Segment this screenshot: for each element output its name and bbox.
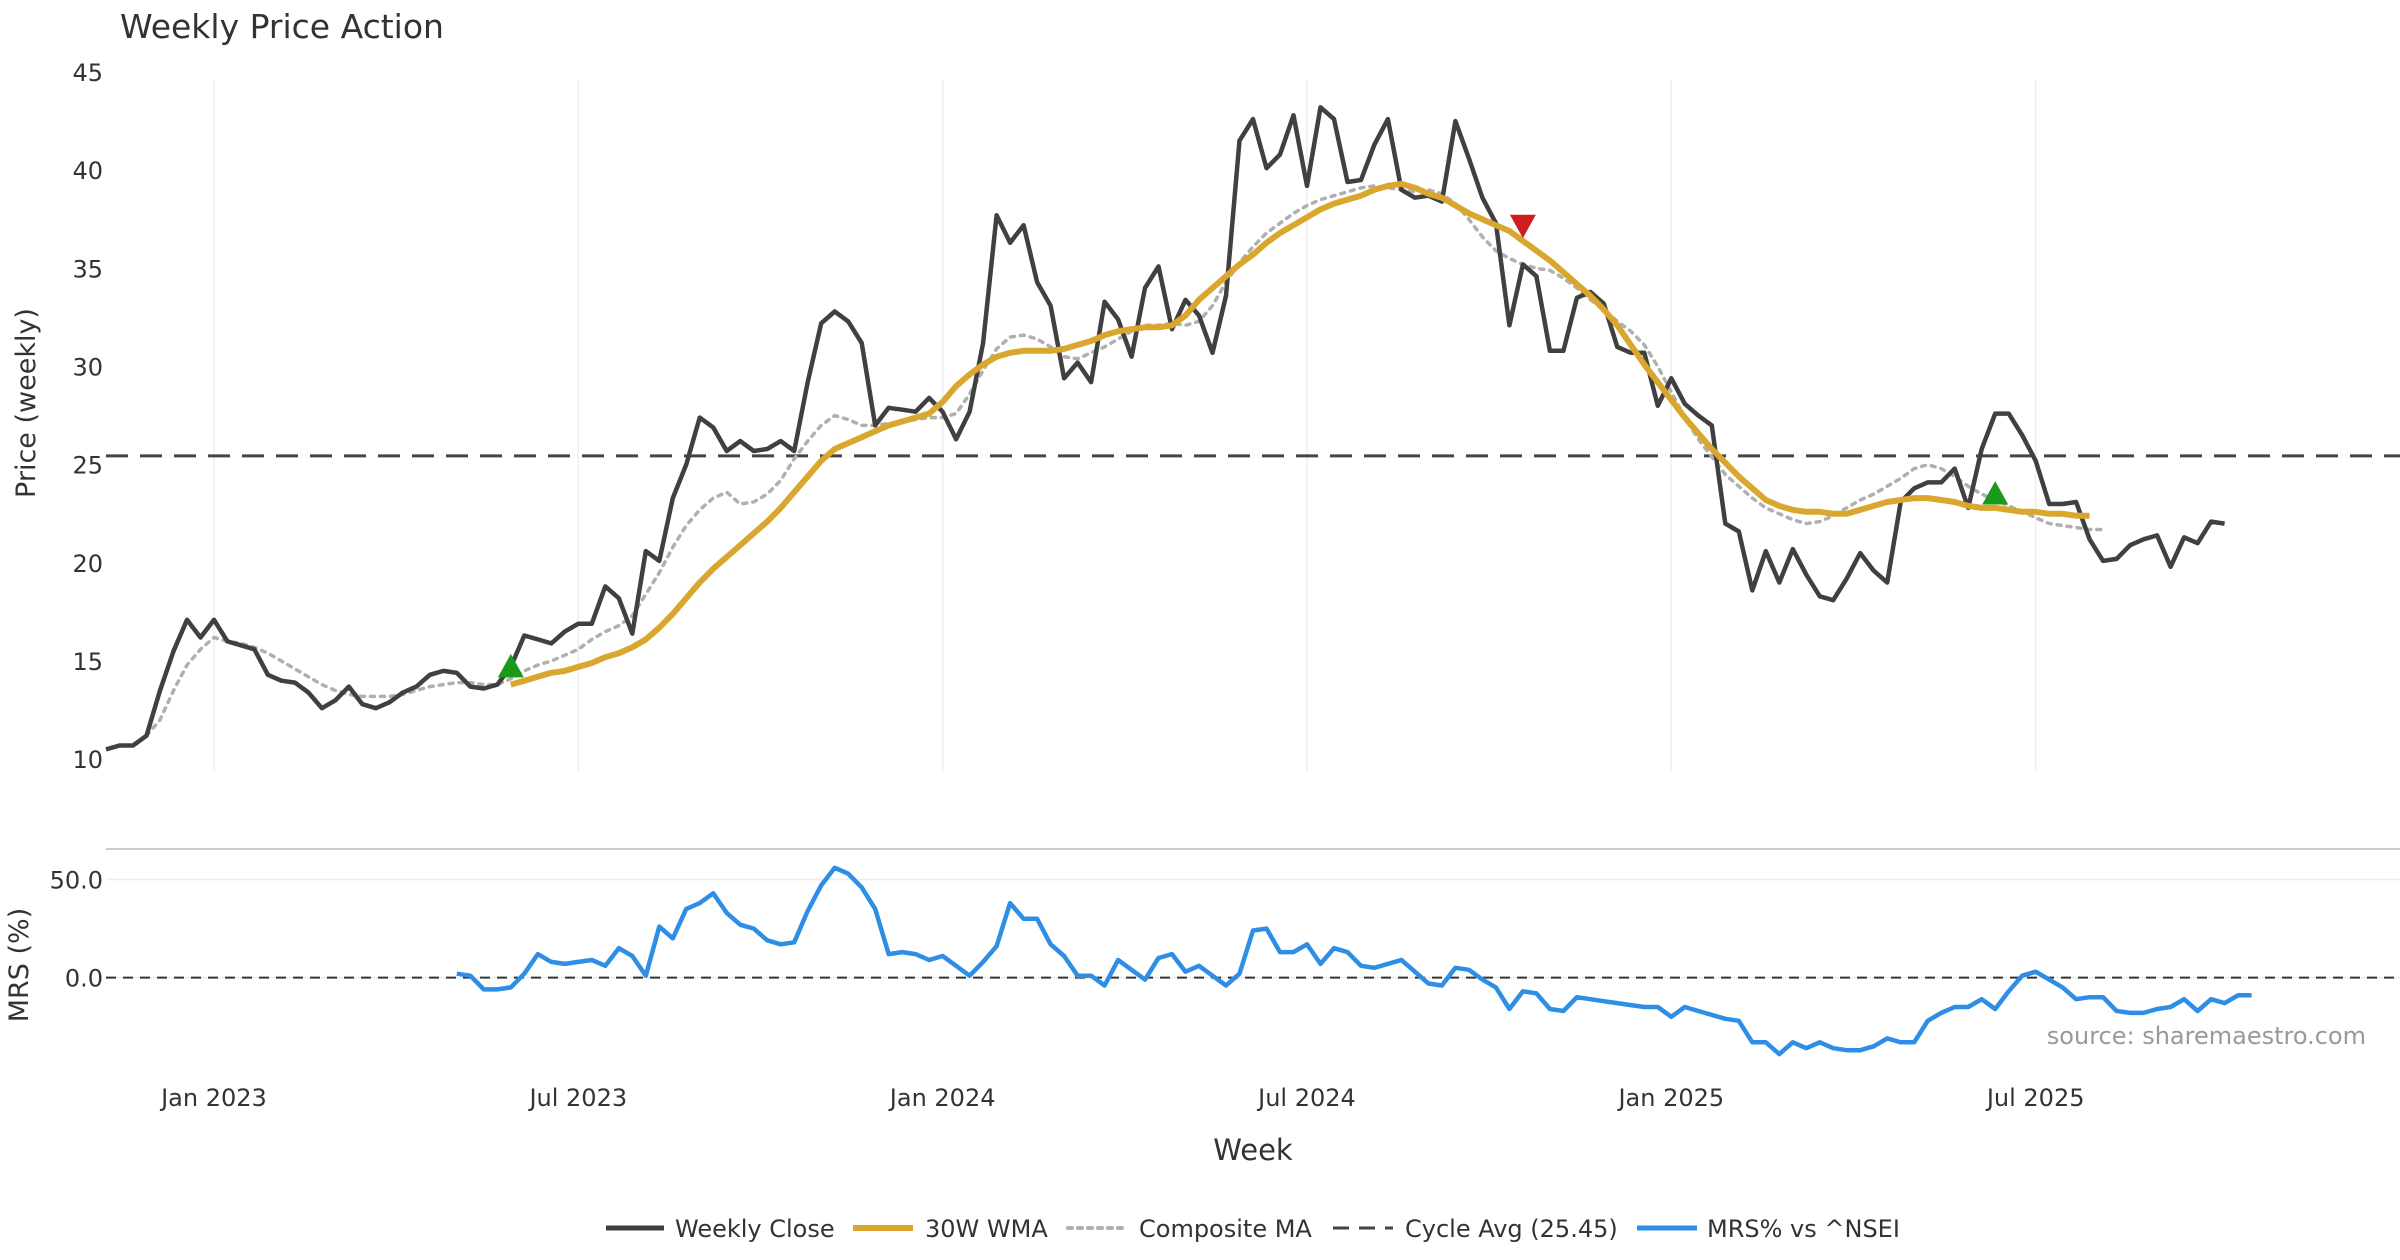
- mrs-y-axis-label: MRS (%): [4, 908, 35, 1023]
- mrs-y-tick-1: 0.0: [65, 965, 103, 993]
- x-axis-ticks: Jan 2023 Jul 2023 Jan 2024 Jul 2024 Jan 2025…: [159, 1084, 2084, 1112]
- mrs-panel: 50.0 0.0 MRS (%) source: sharemaestro.com: [4, 865, 2400, 1057]
- legend-label-weekly-close: Weekly Close: [675, 1215, 835, 1243]
- legend-item-cycle-avg: Cycle Avg (25.45): [1333, 1215, 1618, 1243]
- legend-label-wma: 30W WMA: [925, 1215, 1048, 1243]
- x-tick-1: Jul 2023: [527, 1084, 627, 1112]
- legend-item-mrs: MRS% vs ^NSEI: [1637, 1215, 1900, 1243]
- x-axis-label: Week: [1213, 1133, 1293, 1167]
- price-y-axis-label: Price (weekly): [11, 308, 42, 498]
- x-tick-3: Jul 2024: [1256, 1084, 1356, 1112]
- x-tick-4: Jan 2025: [1616, 1084, 1724, 1112]
- wma-30w-line: [509, 180, 2090, 688]
- price-y-tick-7: 45: [72, 59, 103, 87]
- weekly-close-line: [105, 105, 2225, 752]
- composite-ma-line: [144, 184, 2105, 738]
- mrs-y-tick-0: 50.0: [50, 867, 103, 895]
- buy-signal-marker-2: [1982, 481, 2009, 505]
- signal-markers: [497, 214, 2009, 678]
- x-tick-5: Jul 2025: [1985, 1084, 2085, 1112]
- legend-item-weekly-close: Weekly Close: [606, 1215, 835, 1243]
- price-y-tick-0: 10: [72, 746, 103, 774]
- price-y-tick-4: 30: [72, 354, 103, 382]
- price-y-tick-6: 40: [72, 157, 103, 185]
- x-tick-2: Jan 2024: [888, 1084, 996, 1112]
- x-tick-0: Jan 2023: [159, 1084, 267, 1112]
- price-gridlines: [213, 80, 2037, 771]
- mrs-y-ticks: 50.0 0.0: [50, 867, 103, 993]
- price-y-tick-2: 20: [72, 550, 103, 578]
- legend-item-composite: Composite MA: [1066, 1215, 1312, 1243]
- legend: Weekly Close 30W WMA Composite MA Cycle …: [606, 1215, 1900, 1243]
- price-y-ticks: 10 15 20 25 30 35 40 45: [72, 59, 103, 774]
- chart-title: Weekly Price Action: [120, 7, 444, 46]
- legend-label-composite: Composite MA: [1139, 1215, 1312, 1243]
- price-y-tick-3: 25: [72, 452, 103, 480]
- price-y-tick-5: 35: [72, 255, 103, 283]
- mrs-line: [456, 865, 2252, 1057]
- legend-label-mrs: MRS% vs ^NSEI: [1707, 1215, 1900, 1243]
- legend-item-wma: 30W WMA: [853, 1215, 1048, 1243]
- price-panel: 10 15 20 25 30 35 40 45 Price (weekly): [11, 59, 2400, 774]
- buy-signal-marker-0: [497, 653, 524, 678]
- sell-signal-marker-1: [1509, 214, 1536, 239]
- source-label: source: sharemaestro.com: [2047, 1022, 2366, 1050]
- price-y-tick-1: 15: [72, 648, 103, 676]
- legend-label-cycle-avg: Cycle Avg (25.45): [1405, 1215, 1618, 1243]
